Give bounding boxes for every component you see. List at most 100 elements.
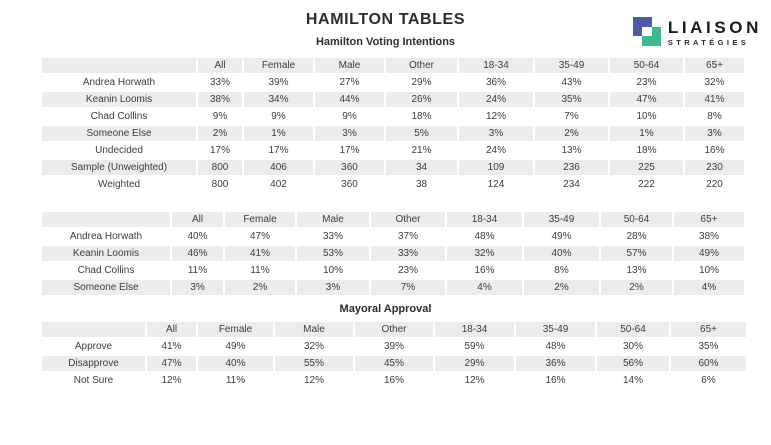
table-cell: 8% [683, 107, 746, 126]
table-cell: 47% [223, 227, 297, 246]
table-cell: 360 [313, 175, 386, 194]
voting-intentions-decided-table: All Female Male Other 18-34 35-49 50-64 65+ Andr… [40, 210, 746, 297]
row-label: Someone Else [40, 124, 198, 143]
table-cell: 38% [196, 90, 244, 109]
table-cell: 32% [683, 73, 746, 92]
table-cell: 16% [683, 141, 746, 160]
table-cell: 44% [313, 90, 386, 109]
table-cell: 29% [384, 73, 459, 92]
column-header: 18-34 [433, 320, 516, 339]
column-header: 65+ [683, 56, 746, 75]
table-cell: 28% [599, 227, 674, 246]
column-header: 50-64 [608, 56, 685, 75]
table-cell: 47% [608, 90, 685, 109]
table-cell: 32% [273, 337, 355, 356]
table-cell: 10% [672, 261, 746, 280]
table-cell: 12% [433, 371, 516, 390]
row-label: Weighted [40, 175, 198, 194]
logo-tagline: STRATÉGIES [667, 38, 750, 47]
table-row: Chad Collins 11% 11% 10% 23% 16% 8% 13% 10% [40, 261, 746, 280]
column-header: Male [313, 56, 386, 75]
table-cell: 18% [384, 107, 459, 126]
table-cell: 11% [223, 261, 297, 280]
table-cell: 17% [242, 141, 315, 160]
table-cell: 10% [608, 107, 685, 126]
table-cell: 17% [313, 141, 386, 160]
table-cell: 49% [522, 227, 601, 246]
column-header: 50-64 [599, 210, 674, 229]
table-row: Chad Collins 9% 9% 9% 18% 12% 7% 10% 8% [40, 107, 746, 126]
table-cell: 234 [533, 175, 610, 194]
row-label: Sample (Unweighted) [40, 158, 198, 177]
table-cell: 23% [608, 73, 685, 92]
table-cell: 2% [533, 124, 610, 143]
table-cell: 47% [145, 354, 198, 373]
column-header: 35-49 [514, 320, 597, 339]
table-cell: 30% [595, 337, 671, 356]
table-cell: 406 [242, 158, 315, 177]
table-row: Someone Else 3% 2% 3% 7% 4% 2% 2% 4% [40, 278, 746, 297]
table-row: Approve 41% 49% 32% 39% 59% 48% 30% 35% [40, 337, 748, 356]
table-cell: 35% [533, 90, 610, 109]
table-cell: 2% [223, 278, 297, 297]
table-cell: 12% [273, 371, 355, 390]
table-cell: 800 [196, 175, 244, 194]
table-cell: 59% [433, 337, 516, 356]
table-cell: 53% [295, 244, 371, 263]
table-cell: 29% [433, 354, 516, 373]
logo-text: LIAISON STRATÉGIES [667, 17, 762, 48]
table-cell: 56% [595, 354, 671, 373]
table-cell: 9% [242, 107, 315, 126]
table-cell: 49% [196, 337, 275, 356]
table-cell: 48% [445, 227, 524, 246]
table-header-row: All Female Male Other 18-34 35-49 50-64 65+ [40, 320, 748, 339]
table-row: Keanin Loomis 46% 41% 53% 33% 32% 40% 57% 49% [40, 244, 746, 263]
column-header [40, 320, 147, 339]
row-label: Someone Else [40, 278, 172, 297]
table-cell: 3% [170, 278, 225, 297]
table-cell: 26% [384, 90, 459, 109]
row-label: Keanin Loomis [40, 244, 172, 263]
row-label: Keanin Loomis [40, 90, 198, 109]
table-cell: 2% [599, 278, 674, 297]
column-header: Female [223, 210, 297, 229]
voting-intentions-table: All Female Male Other 18-34 35-49 50-64 65+ Andr… [40, 56, 746, 194]
table-cell: 236 [533, 158, 610, 177]
table-cell: 55% [273, 354, 355, 373]
table-cell: 1% [242, 124, 315, 143]
liaison-logo: LIAISON STRATÉGIES [632, 17, 762, 48]
column-header: 65+ [672, 210, 746, 229]
row-label: Not Sure [40, 371, 147, 390]
logo-squares-icon [632, 17, 661, 46]
table-cell: 40% [196, 354, 275, 373]
row-label: Chad Collins [40, 107, 198, 126]
table-cell: 45% [353, 354, 435, 373]
logo-white-notch [641, 27, 652, 36]
table-row: Sample (Unweighted) 800 406 360 34 109 236 225 2… [40, 158, 746, 177]
column-header [40, 210, 172, 229]
column-header [40, 56, 198, 75]
table-cell: 38 [384, 175, 459, 194]
table-cell: 16% [353, 371, 435, 390]
table-cell: 222 [608, 175, 685, 194]
table-cell: 43% [533, 73, 610, 92]
table-cell: 57% [599, 244, 674, 263]
table-row: Undecided 17% 17% 17% 21% 24% 13% 18% 16% [40, 141, 746, 160]
column-header: Male [273, 320, 355, 339]
table-row: Weighted 800 402 360 38 124 234 222 220 [40, 175, 746, 194]
table-cell: 33% [295, 227, 371, 246]
table-cell: 33% [196, 73, 244, 92]
column-header: 65+ [669, 320, 748, 339]
table-cell: 7% [533, 107, 610, 126]
page-title: HAMILTON TABLES [305, 11, 466, 28]
table-header-row: All Female Male Other 18-34 35-49 50-64 65+ [40, 56, 746, 75]
table-cell: 41% [145, 337, 198, 356]
table-cell: 41% [683, 90, 746, 109]
table-row: Someone Else 2% 1% 3% 5% 3% 2% 1% 3% [40, 124, 746, 143]
column-header: Other [353, 320, 435, 339]
table-cell: 9% [313, 107, 386, 126]
column-header: 35-49 [522, 210, 601, 229]
table-cell: 36% [457, 73, 535, 92]
table-cell: 230 [683, 158, 746, 177]
column-header: 50-64 [595, 320, 671, 339]
